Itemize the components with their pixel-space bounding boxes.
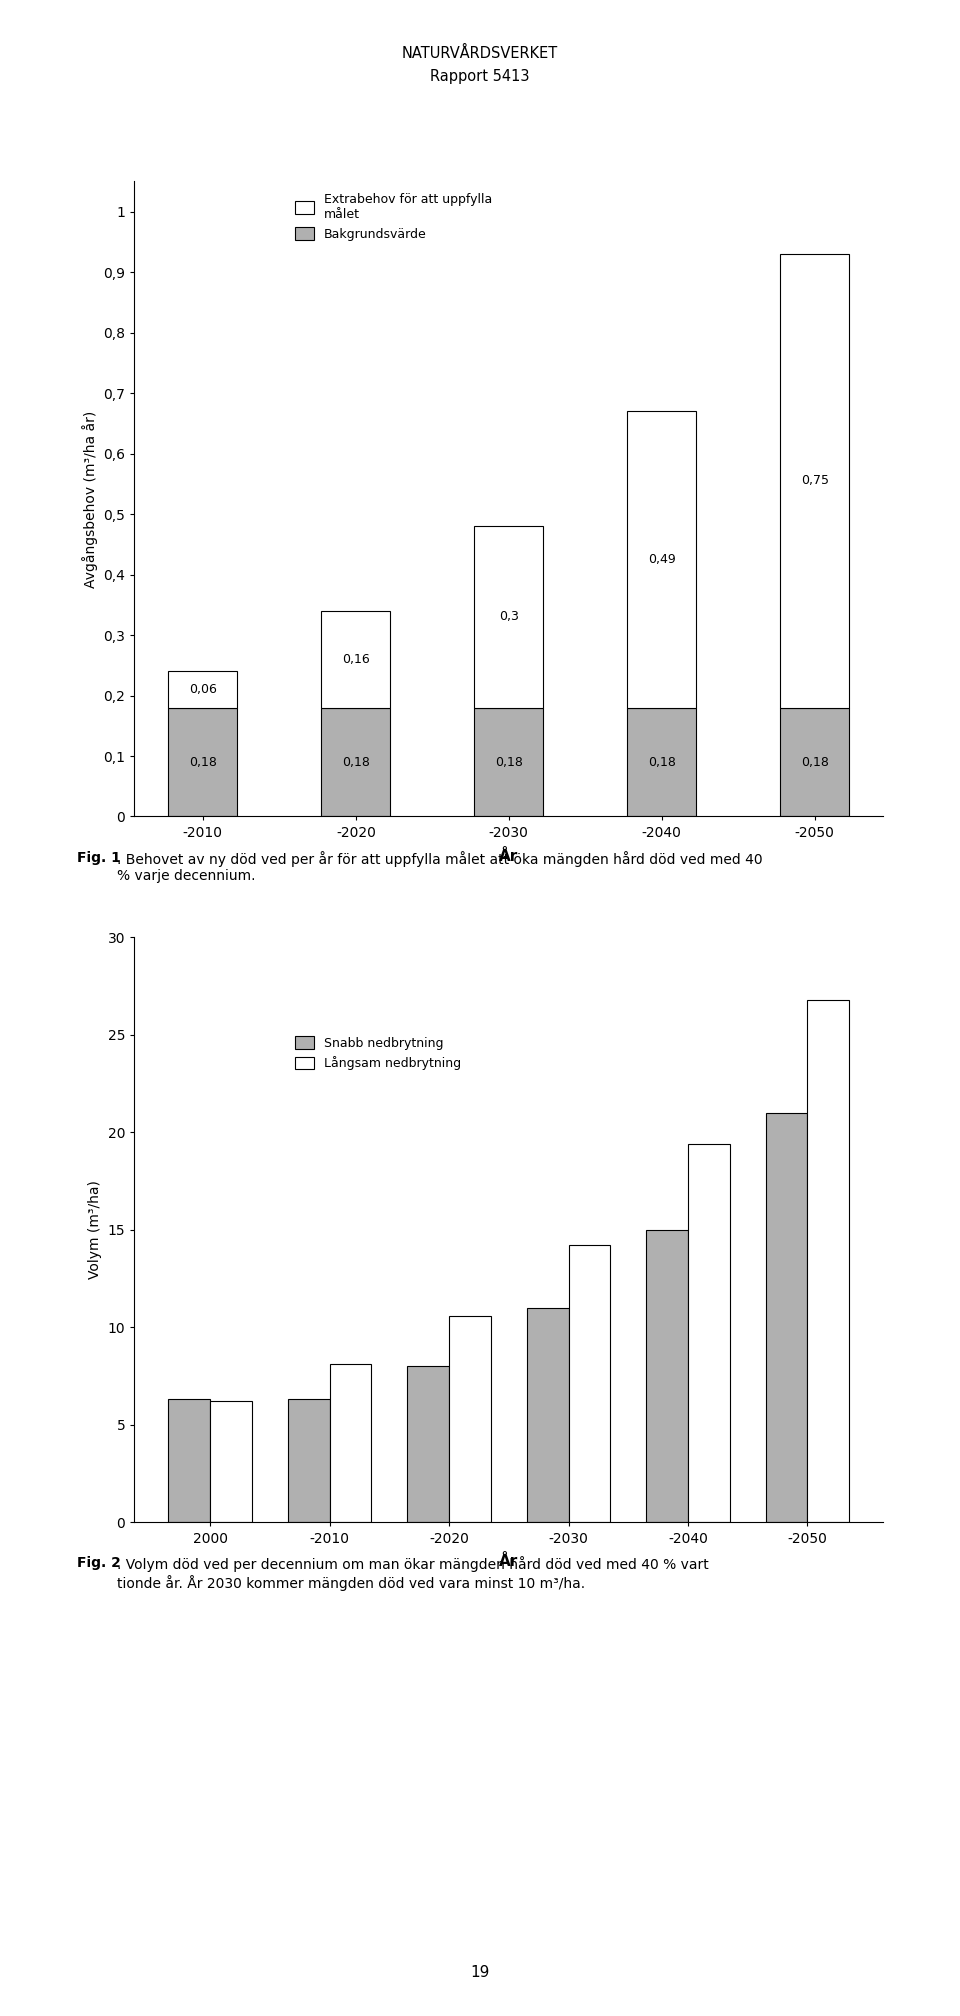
- Bar: [627, 411, 696, 708]
- Bar: [688, 1143, 730, 1522]
- Text: 0,16: 0,16: [342, 653, 370, 665]
- X-axis label: År: År: [499, 1554, 518, 1568]
- Bar: [780, 254, 850, 708]
- Text: 0,49: 0,49: [648, 552, 676, 566]
- Text: 0,06: 0,06: [189, 683, 217, 696]
- X-axis label: År: År: [499, 849, 518, 863]
- Bar: [288, 1399, 329, 1522]
- Bar: [168, 1399, 210, 1522]
- Bar: [449, 1316, 491, 1522]
- Bar: [322, 708, 391, 816]
- Text: 0,18: 0,18: [342, 756, 370, 768]
- Bar: [627, 708, 696, 816]
- Text: 0,18: 0,18: [189, 756, 217, 768]
- Bar: [329, 1365, 372, 1522]
- Text: NATURVÅRDSVERKET: NATURVÅRDSVERKET: [402, 46, 558, 60]
- Bar: [765, 1113, 807, 1522]
- Text: 0,18: 0,18: [801, 756, 828, 768]
- Bar: [168, 671, 237, 708]
- Legend: Snabb nedbrytning, Långsam nedbrytning: Snabb nedbrytning, Långsam nedbrytning: [291, 1032, 467, 1075]
- Y-axis label: Volym (m³/ha): Volym (m³/ha): [88, 1179, 102, 1280]
- Bar: [646, 1230, 688, 1522]
- Bar: [568, 1246, 611, 1522]
- Text: 0,18: 0,18: [494, 756, 523, 768]
- Bar: [474, 708, 543, 816]
- Text: 0,18: 0,18: [648, 756, 676, 768]
- Bar: [807, 1000, 850, 1522]
- Text: 0,3: 0,3: [499, 611, 518, 623]
- Text: 19: 19: [470, 1966, 490, 1980]
- Bar: [474, 526, 543, 708]
- Y-axis label: Avgångsbehov (m³/ha år): Avgångsbehov (m³/ha år): [82, 411, 98, 587]
- Text: Rapport 5413: Rapport 5413: [430, 69, 530, 83]
- Bar: [527, 1308, 568, 1522]
- Bar: [780, 708, 850, 816]
- Text: . Volym död ved per decennium om man ökar mängden hård död ved med 40 % vart
tio: . Volym död ved per decennium om man öka…: [117, 1556, 708, 1591]
- Text: Fig. 1: Fig. 1: [77, 851, 121, 865]
- Bar: [168, 708, 237, 816]
- Bar: [210, 1401, 252, 1522]
- Text: Fig. 2: Fig. 2: [77, 1556, 121, 1570]
- Bar: [407, 1367, 449, 1522]
- Legend: Extrabehov för att uppfylla
målet, Bakgrundsvärde: Extrabehov för att uppfylla målet, Bakgr…: [291, 187, 497, 246]
- Text: . Behovet av ny död ved per år för att uppfylla målet att öka mängden hård död v: . Behovet av ny död ved per år för att u…: [117, 851, 763, 883]
- Text: 0,75: 0,75: [801, 474, 828, 488]
- Bar: [322, 611, 391, 708]
